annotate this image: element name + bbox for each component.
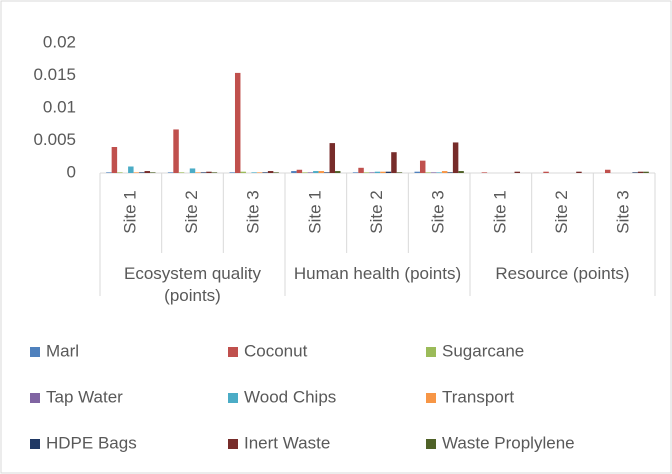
legend-label: HDPE Bags bbox=[46, 433, 137, 452]
bar bbox=[576, 171, 582, 173]
bar bbox=[436, 172, 442, 173]
bar bbox=[335, 171, 341, 173]
legend-label: Marl bbox=[46, 341, 79, 360]
bar bbox=[273, 172, 279, 173]
bar bbox=[195, 172, 201, 173]
bar bbox=[173, 129, 179, 173]
legend-swatch bbox=[228, 439, 238, 449]
legend-swatch bbox=[30, 439, 40, 449]
bar bbox=[632, 172, 638, 173]
bar bbox=[291, 171, 297, 173]
bar bbox=[318, 171, 325, 173]
bar bbox=[111, 147, 118, 173]
bar bbox=[240, 171, 246, 173]
x-tick-label: Site 3 bbox=[614, 190, 633, 233]
bar bbox=[391, 152, 397, 173]
bar bbox=[234, 72, 241, 173]
bar bbox=[380, 171, 386, 173]
bar bbox=[302, 172, 308, 173]
y-tick-label: 0.01 bbox=[43, 97, 76, 116]
bar bbox=[481, 172, 488, 173]
bar bbox=[604, 169, 611, 173]
bar bbox=[206, 171, 212, 173]
bar bbox=[514, 171, 521, 173]
bar bbox=[369, 172, 375, 173]
x-tick-label: Site 3 bbox=[429, 190, 448, 233]
legend-swatch bbox=[30, 347, 40, 357]
bar bbox=[189, 168, 196, 173]
legend-swatch bbox=[30, 393, 40, 403]
group-label: Ecosystem quality (points) bbox=[124, 264, 261, 305]
legend-label: Transport bbox=[442, 387, 514, 406]
bar bbox=[307, 172, 314, 173]
bar bbox=[363, 172, 370, 173]
bar bbox=[425, 172, 431, 173]
bar bbox=[267, 171, 274, 173]
bar bbox=[329, 143, 336, 173]
legend-label: Inert Waste bbox=[244, 433, 330, 452]
x-tick-label: Site 3 bbox=[244, 190, 263, 233]
legend-label: Wood Chips bbox=[244, 387, 336, 406]
legend-swatch bbox=[228, 347, 238, 357]
x-tick-label: Site 1 bbox=[305, 190, 324, 233]
legend-swatch bbox=[426, 393, 436, 403]
bar bbox=[133, 172, 140, 173]
bar bbox=[637, 171, 644, 173]
bar bbox=[414, 171, 420, 173]
bar bbox=[447, 172, 453, 173]
bar bbox=[211, 172, 218, 173]
y-tick-label: 0 bbox=[67, 162, 76, 181]
bar bbox=[200, 172, 207, 173]
bar bbox=[144, 171, 151, 173]
bar bbox=[352, 172, 359, 173]
legend-label: Tap Water bbox=[46, 387, 123, 406]
y-tick-label: 0.005 bbox=[33, 130, 76, 149]
bar bbox=[385, 171, 392, 173]
x-tick-label: Site 1 bbox=[490, 190, 509, 233]
bar bbox=[256, 172, 263, 173]
bar bbox=[167, 172, 174, 173]
x-tick-label: Site 2 bbox=[367, 190, 386, 233]
group-label: Resource (points) bbox=[495, 264, 630, 283]
bar bbox=[419, 160, 426, 173]
bar bbox=[543, 171, 549, 173]
bar bbox=[324, 172, 330, 173]
bar bbox=[441, 171, 448, 173]
x-tick-label: Site 2 bbox=[552, 190, 571, 233]
bar bbox=[374, 171, 381, 173]
bar bbox=[430, 172, 437, 173]
legend-swatch bbox=[228, 393, 238, 403]
bar bbox=[396, 172, 403, 173]
y-tick-label: 0.02 bbox=[43, 32, 76, 51]
bar bbox=[452, 142, 459, 173]
bar bbox=[296, 169, 303, 173]
legend-swatch bbox=[426, 439, 436, 449]
legend-label: Coconut bbox=[244, 341, 308, 360]
legend-label: Waste Proplylene bbox=[442, 433, 575, 452]
bar bbox=[150, 172, 156, 173]
bar bbox=[229, 172, 235, 173]
x-tick-label: Site 2 bbox=[182, 190, 201, 233]
bar bbox=[643, 171, 649, 173]
bar bbox=[458, 171, 464, 173]
bar bbox=[139, 172, 145, 173]
bar bbox=[117, 172, 123, 173]
bar bbox=[128, 166, 134, 173]
legend-label: Sugarcane bbox=[442, 341, 524, 360]
bar bbox=[262, 172, 268, 173]
y-tick-label: 0.015 bbox=[33, 65, 76, 84]
x-tick-label: Site 1 bbox=[120, 190, 139, 233]
group-label: Human health (points) bbox=[293, 264, 462, 283]
bar bbox=[178, 172, 185, 173]
bar bbox=[251, 172, 257, 173]
bar bbox=[313, 171, 319, 173]
bar bbox=[358, 167, 364, 173]
bar bbox=[106, 172, 112, 173]
legend-swatch bbox=[426, 347, 436, 357]
